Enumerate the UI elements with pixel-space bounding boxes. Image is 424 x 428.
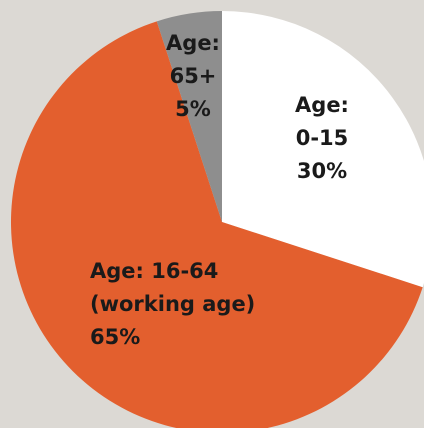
slice-label-age-16-64: Age: 16-64 (working age) 65% [90,259,255,349]
slice-label-line: (working age) [90,292,255,316]
pie-slice-age-16-64 [11,21,423,428]
slice-label-age-0-15: Age: 0-15 30% [295,93,349,183]
pie-slice-age-65-plus [156,11,222,222]
pie-slices [11,11,424,428]
pie-slice-age-0-15 [222,11,424,288]
slice-label-line: Age: 16-64 [90,259,218,283]
slice-label-line: 30% [297,159,347,183]
slice-label-line: Age: [166,31,220,55]
pie-labels: Age: 0-15 30%Age: 16-64 (working age) 65%Age… [90,31,349,349]
slice-label-line: 5% [175,97,211,121]
slice-label-line: 65% [90,325,140,349]
slice-label-line: 65+ [170,64,217,88]
slice-label-line: Age: [295,93,349,117]
slice-label-line: 0-15 [296,126,349,150]
slice-label-age-65-plus: Age: 65+ 5% [166,31,220,121]
